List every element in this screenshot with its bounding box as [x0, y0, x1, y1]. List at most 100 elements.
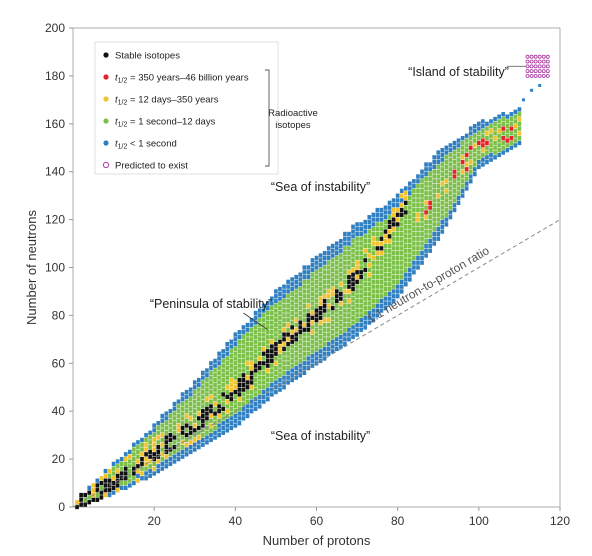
- isotope-point: [351, 253, 355, 258]
- isotope-point: [456, 147, 461, 153]
- isotope-point: [298, 282, 303, 287]
- isotope-point: [237, 334, 242, 340]
- isotope-point: [334, 341, 339, 347]
- isotope-point: [83, 502, 88, 507]
- isotope-point: [383, 291, 388, 297]
- isotope-point: [334, 270, 339, 275]
- isotope-point: [379, 250, 384, 256]
- isotope-point: [290, 349, 294, 354]
- isotope-point: [180, 435, 185, 440]
- isotope-point: [456, 176, 461, 182]
- isotope-point: [379, 207, 384, 213]
- isotope-point: [172, 435, 177, 440]
- isotope-point: [286, 327, 290, 332]
- isotope-point: [253, 358, 258, 364]
- isotope-point: [420, 231, 424, 237]
- isotope-point: [306, 351, 311, 356]
- isotope-point: [432, 164, 437, 170]
- isotope-point: [387, 291, 392, 297]
- isotope-point: [395, 274, 400, 280]
- isotope-point: [225, 361, 230, 366]
- isotope-point: [322, 351, 327, 356]
- isotope-point: [180, 454, 185, 459]
- isotope-point: [310, 339, 315, 344]
- isotope-point: [257, 399, 262, 404]
- isotope-point: [201, 380, 205, 385]
- isotope-point: [310, 334, 315, 340]
- isotope-point: [148, 459, 152, 464]
- isotope-point: [213, 382, 217, 388]
- isotope-point: [229, 401, 234, 407]
- isotope-point: [148, 473, 152, 479]
- isotope-point: [436, 150, 441, 155]
- isotope-point: [274, 375, 278, 380]
- isotope-point: [444, 183, 449, 189]
- isotope-point: [343, 318, 347, 323]
- isotope-point: [148, 454, 152, 459]
- isotope-point: [318, 315, 323, 320]
- isotope-point: [477, 150, 481, 155]
- isotope-point: [294, 279, 299, 285]
- isotope-point: [326, 260, 331, 265]
- isotope-point: [209, 385, 213, 390]
- isotope-point: [387, 215, 392, 220]
- isotope-point: [107, 473, 112, 479]
- isotope-point: [367, 291, 372, 297]
- isotope-point: [408, 258, 412, 263]
- isotope-point: [201, 442, 205, 447]
- isotope-point: [314, 265, 319, 270]
- isotope-point: [172, 416, 177, 421]
- isotope-point: [452, 198, 457, 203]
- isotope-point: [176, 409, 181, 414]
- isotope-point: [343, 337, 347, 342]
- isotope-point: [395, 193, 400, 198]
- isotope-point: [188, 401, 193, 407]
- isotope-point: [395, 289, 400, 294]
- isotope-point: [196, 440, 201, 445]
- isotope-point: [253, 339, 258, 344]
- isotope-point: [379, 298, 384, 304]
- isotope-point: [436, 212, 441, 217]
- predicted-isotope-point: [525, 73, 530, 78]
- isotope-point: [274, 346, 278, 352]
- isotope-point: [180, 397, 185, 402]
- isotope-point: [123, 480, 128, 486]
- isotope-point: [302, 274, 307, 280]
- isotope-point: [379, 227, 384, 232]
- isotope-point: [399, 279, 404, 285]
- isotope-point: [160, 423, 165, 428]
- isotope-point: [286, 337, 290, 342]
- isotope-point: [375, 279, 380, 285]
- isotope-point: [339, 267, 343, 273]
- isotope-point: [424, 234, 428, 239]
- isotope-point: [432, 231, 437, 237]
- isotope-point: [233, 413, 238, 419]
- isotope-point: [176, 447, 181, 452]
- isotope-point: [355, 313, 359, 318]
- isotope-point: [460, 179, 465, 184]
- isotope-point: [310, 363, 315, 368]
- isotope-point: [180, 411, 185, 416]
- x-tick-label: 20: [147, 514, 161, 528]
- isotope-point: [270, 296, 274, 301]
- isotope-point: [493, 155, 497, 160]
- isotope-point: [257, 361, 262, 366]
- isotope-point: [237, 392, 242, 397]
- isotope-point: [363, 282, 368, 287]
- isotope-point: [298, 363, 303, 368]
- isotope-point: [420, 222, 424, 227]
- isotope-point: [472, 124, 477, 129]
- isotope-point: [383, 234, 388, 239]
- peninsula-leader-line: [243, 312, 269, 331]
- isotope-point: [270, 382, 274, 388]
- isotope-point: [395, 246, 400, 251]
- isotope-point: [497, 119, 501, 124]
- isotope-point: [513, 133, 518, 138]
- isotope-point: [355, 260, 359, 265]
- isotope-point: [237, 377, 242, 383]
- isotope-point: [164, 416, 169, 421]
- isotope-point: [298, 286, 303, 292]
- isotope-point: [201, 437, 205, 443]
- isotope-point: [225, 418, 230, 423]
- isotope-point: [436, 174, 441, 179]
